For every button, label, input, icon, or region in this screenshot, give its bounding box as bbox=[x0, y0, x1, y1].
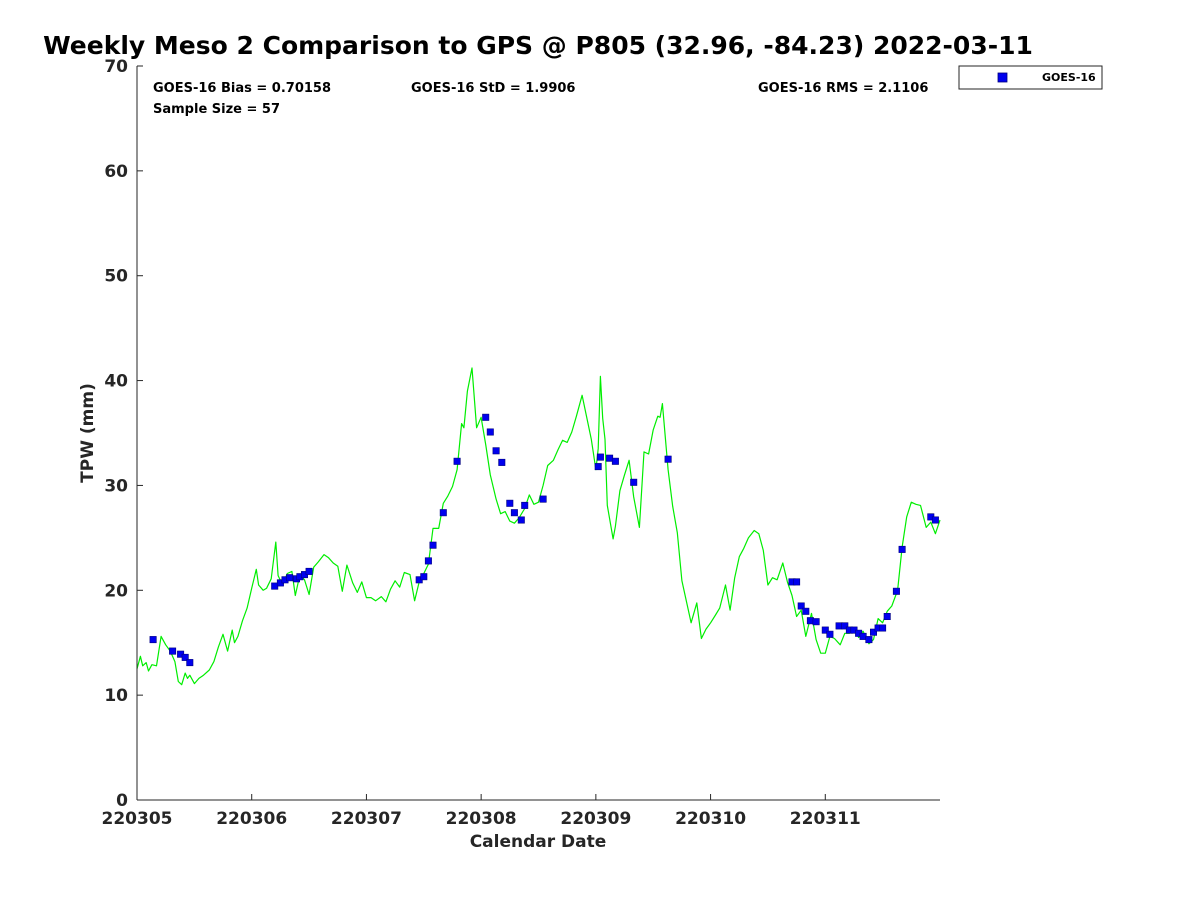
goes16-data-point bbox=[826, 630, 834, 638]
gps-tpw-line bbox=[136, 367, 941, 686]
x-tick-label: 220311 bbox=[790, 809, 861, 829]
goes16-data-point bbox=[149, 636, 157, 644]
x-axis-label: Calendar Date bbox=[470, 832, 607, 852]
x-axis-ticks: 220305 220306 220307 220308 220309 220310 2203… bbox=[102, 794, 861, 829]
y-tick-label: 20 bbox=[104, 581, 128, 601]
goes16-data-point bbox=[793, 578, 801, 586]
y-tick-label: 0 bbox=[116, 791, 128, 811]
goes16-data-point bbox=[869, 628, 877, 636]
x-tick-label: 220309 bbox=[560, 809, 631, 829]
goes16-data-point bbox=[821, 626, 829, 634]
goes16-data-point bbox=[859, 632, 867, 640]
y-axis-label: TPW (mm) bbox=[78, 383, 98, 483]
legend-label-goes16: GOES-16 bbox=[1042, 71, 1096, 84]
goes16-data-point bbox=[892, 587, 900, 595]
goes16-data-point bbox=[812, 618, 820, 626]
y-tick-label: 50 bbox=[104, 267, 128, 287]
goes16-marker-layer bbox=[149, 413, 939, 667]
goes16-data-point bbox=[883, 612, 891, 620]
goes16-data-point bbox=[931, 516, 939, 524]
stat-bias: GOES-16 Bias = 0.70158 bbox=[153, 81, 331, 96]
goes16-data-point bbox=[498, 458, 506, 466]
x-tick-label: 220308 bbox=[446, 809, 517, 829]
legend-box bbox=[958, 65, 1103, 90]
goes16-data-point bbox=[439, 509, 447, 517]
goes16-data-point bbox=[486, 428, 494, 436]
goes16-data-point bbox=[596, 453, 604, 461]
plot-background bbox=[137, 66, 940, 800]
goes16-data-point bbox=[506, 499, 514, 507]
goes16-data-point bbox=[492, 447, 500, 455]
goes16-data-point bbox=[797, 602, 805, 610]
goes16-data-point bbox=[305, 567, 313, 575]
goes16-data-point bbox=[186, 659, 194, 667]
stat-sample-size: Sample Size = 57 bbox=[153, 102, 280, 117]
goes16-data-point bbox=[453, 457, 461, 465]
goes16-data-point bbox=[169, 647, 177, 655]
goes16-data-point bbox=[521, 501, 529, 509]
goes16-data-point bbox=[898, 545, 906, 553]
goes16-data-point bbox=[181, 653, 189, 661]
goes16-data-point bbox=[429, 541, 437, 549]
goes16-data-point bbox=[841, 622, 849, 630]
goes16-data-point bbox=[879, 624, 887, 632]
x-tick-label: 220305 bbox=[102, 809, 173, 829]
goes16-data-point bbox=[865, 636, 873, 644]
goes16-data-point bbox=[517, 516, 525, 524]
plot-area bbox=[136, 66, 941, 801]
goes16-data-point bbox=[594, 463, 602, 471]
x-tick-label: 220306 bbox=[216, 809, 287, 829]
goes16-data-point bbox=[424, 557, 432, 565]
goes16-data-point bbox=[420, 573, 428, 581]
y-tick-label: 10 bbox=[104, 686, 128, 706]
gps-line-layer bbox=[136, 367, 941, 686]
goes16-data-point bbox=[664, 455, 672, 463]
goes16-data-point bbox=[539, 495, 547, 503]
stat-rms: GOES-16 RMS = 2.1106 bbox=[758, 81, 928, 96]
x-tick-label: 220310 bbox=[675, 809, 746, 829]
goes16-data-point bbox=[630, 478, 638, 486]
y-axis-ticks: 0 10 20 30 40 50 60 70 bbox=[104, 57, 143, 811]
goes16-data-point bbox=[510, 509, 518, 517]
y-tick-label: 30 bbox=[104, 476, 128, 496]
chart-title: Weekly Meso 2 Comparison to GPS @ P805 (… bbox=[43, 31, 1033, 60]
stat-std: GOES-16 StD = 1.9906 bbox=[411, 81, 575, 96]
y-tick-label: 70 bbox=[104, 57, 128, 77]
y-tick-label: 40 bbox=[104, 372, 128, 392]
goes16-data-point bbox=[611, 457, 619, 465]
goes16-data-point bbox=[286, 574, 294, 582]
legend-marker-goes16 bbox=[997, 72, 1008, 83]
goes16-data-point bbox=[802, 607, 810, 615]
y-tick-label: 60 bbox=[104, 162, 128, 182]
x-tick-label: 220307 bbox=[331, 809, 402, 829]
goes16-data-point bbox=[482, 413, 490, 421]
legend: GOES-16 bbox=[958, 65, 1103, 90]
goes16-data-point bbox=[606, 454, 614, 462]
